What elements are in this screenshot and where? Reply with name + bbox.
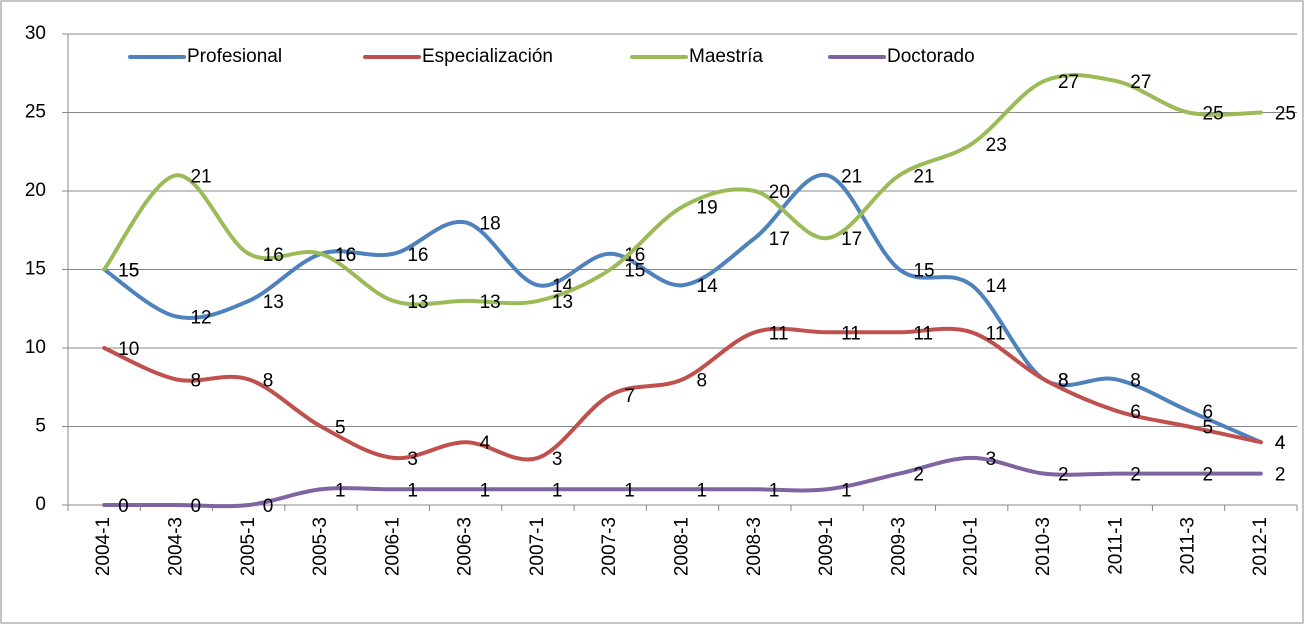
data-label: 27 [1130, 72, 1151, 93]
data-label: 17 [769, 229, 790, 250]
data-label: 21 [913, 166, 934, 187]
data-label: 6 [1203, 402, 1214, 423]
legend-label: Doctorado [887, 46, 975, 67]
data-label: 3 [407, 449, 418, 470]
data-label: 13 [552, 292, 573, 313]
data-label: 25 [1275, 104, 1296, 125]
data-label: 1 [624, 480, 635, 501]
data-label: 16 [335, 245, 356, 266]
x-tick-label: 2008-1 [672, 517, 693, 576]
data-label: 15 [624, 261, 645, 282]
y-tick-label: 0 [35, 494, 46, 515]
data-label: 21 [841, 166, 862, 187]
data-label: 16 [335, 245, 356, 266]
data-label: 25 [1203, 104, 1224, 125]
data-label: 16 [624, 245, 645, 266]
data-label: 0 [263, 496, 274, 517]
data-label: 2 [1130, 465, 1141, 486]
data-label: 5 [335, 418, 346, 439]
series-line [102, 455, 1263, 509]
x-tick-label: 2006-3 [455, 517, 476, 576]
data-label: 8 [263, 370, 274, 391]
data-label: 10 [118, 339, 139, 360]
data-label: 27 [1058, 72, 1079, 93]
x-tick-label: 2008-3 [744, 517, 765, 576]
y-tick-label: 20 [25, 180, 46, 201]
data-label: 21 [190, 166, 211, 187]
data-label: 6 [1130, 402, 1141, 423]
data-label: 8 [1058, 370, 1069, 391]
x-tick-label: 2005-1 [238, 517, 259, 576]
x-tick-label: 2004-1 [93, 517, 114, 576]
data-label: 5 [1203, 418, 1214, 439]
data-label: 18 [480, 213, 501, 234]
legend-label: Profesional [187, 46, 282, 67]
data-label: 13 [263, 292, 284, 313]
data-label: 2 [1203, 465, 1214, 486]
data-label: 2 [1058, 465, 1069, 486]
legend-label: Especialización [422, 46, 553, 67]
data-label: 0 [118, 496, 129, 517]
x-tick-label: 2011-3 [1178, 517, 1199, 575]
data-label: 13 [480, 292, 501, 313]
data-label: 16 [407, 245, 428, 266]
data-label: 8 [697, 370, 708, 391]
x-tick-label: 2005-3 [310, 517, 331, 576]
y-tick-label: 5 [35, 416, 46, 437]
data-label: 2 [913, 465, 924, 486]
x-tick-label: 2007-3 [599, 517, 620, 576]
data-label: 15 [913, 261, 934, 282]
data-label: 1 [841, 480, 852, 501]
data-label: 15 [118, 261, 139, 282]
data-label: 7 [624, 386, 635, 407]
data-label: 4 [1275, 433, 1286, 454]
series-line [102, 326, 1263, 462]
data-label: 1 [769, 480, 780, 501]
data-label: 11 [986, 323, 1006, 344]
x-tick-label: 2010-1 [961, 517, 982, 576]
data-label: 0 [190, 496, 201, 517]
y-tick-label: 10 [25, 337, 46, 358]
data-label: 4 [480, 433, 491, 454]
x-tick-label: 2007-1 [527, 517, 548, 576]
data-label: 8 [190, 370, 201, 391]
x-tick-label: 2009-1 [816, 517, 837, 576]
legend-label: Maestría [689, 46, 763, 67]
y-tick-label: 25 [25, 102, 46, 123]
data-label: 14 [986, 276, 1008, 297]
data-label: 11 [841, 323, 861, 344]
data-label: 17 [841, 229, 862, 250]
data-label: 19 [697, 198, 718, 219]
data-label: 1 [697, 480, 708, 501]
data-label: 13 [407, 292, 428, 313]
data-label: 11 [913, 323, 933, 344]
data-label: 1 [480, 480, 491, 501]
data-label: 16 [263, 245, 284, 266]
data-label: 4 [1275, 433, 1286, 454]
x-tick-label: 2012-1 [1250, 517, 1271, 576]
x-tick-label: 2009-3 [888, 517, 909, 576]
x-tick-label: 2006-1 [382, 517, 403, 576]
series-line [102, 73, 1263, 307]
data-label: 1 [335, 480, 346, 501]
data-label: 3 [552, 449, 563, 470]
data-label: 20 [769, 182, 790, 203]
x-tick-label: 2011-1 [1105, 517, 1126, 575]
data-label: 8 [1058, 370, 1069, 391]
data-label: 3 [986, 449, 997, 470]
data-label: 1 [552, 480, 563, 501]
data-label: 14 [697, 276, 719, 297]
data-label: 2 [1275, 465, 1286, 486]
data-label: 12 [190, 308, 211, 329]
data-label: 15 [118, 261, 139, 282]
data-label: 23 [986, 135, 1007, 156]
data-label: 11 [769, 323, 789, 344]
y-tick-label: 15 [25, 259, 46, 280]
y-tick-label: 30 [25, 23, 46, 44]
data-label: 1 [407, 480, 418, 501]
x-tick-label: 2010-3 [1033, 517, 1054, 576]
x-tick-label: 2004-3 [165, 517, 186, 576]
data-label: 8 [1130, 370, 1141, 391]
